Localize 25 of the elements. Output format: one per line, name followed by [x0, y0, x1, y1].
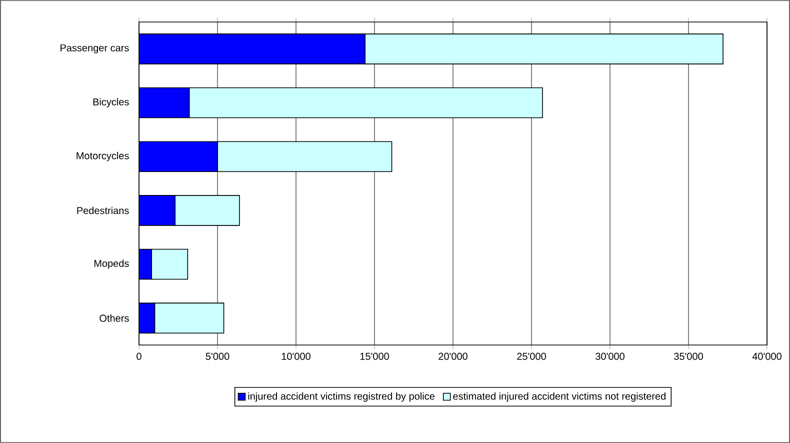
bar	[139, 302, 156, 334]
x-tick-label: 35'000	[674, 352, 703, 360]
x-tick-label: 15'000	[360, 352, 389, 360]
y-tick-label: Motorcycles	[76, 152, 129, 162]
bar	[151, 248, 188, 280]
x-tick-label: 5'000	[206, 352, 230, 360]
x-tick-label: 40'000	[752, 352, 782, 360]
bar	[139, 141, 218, 172]
x-tick-label: 20'000	[438, 352, 468, 360]
y-tick-label: Bicycles	[93, 98, 129, 108]
bar	[139, 87, 190, 118]
x-tick-label: 0	[136, 352, 142, 360]
legend-label: estimated injured accident victims not registered	[453, 392, 666, 402]
bar	[139, 195, 176, 226]
x-tick-label: 30'000	[596, 352, 624, 360]
y-tick-label: Passenger cars	[60, 44, 129, 54]
bar	[139, 34, 366, 64]
bar	[174, 195, 240, 226]
y-tick-label: Others	[100, 314, 129, 322]
y-tick-label: Mopeds	[94, 260, 129, 269]
x-tick-label: 25'000	[517, 352, 546, 360]
bar	[139, 249, 152, 280]
legend-label: injured accident victims registred by police	[248, 392, 434, 402]
x-tick-label: 10'000	[282, 352, 310, 360]
y-tick-label: Pedestrians	[77, 206, 129, 214]
